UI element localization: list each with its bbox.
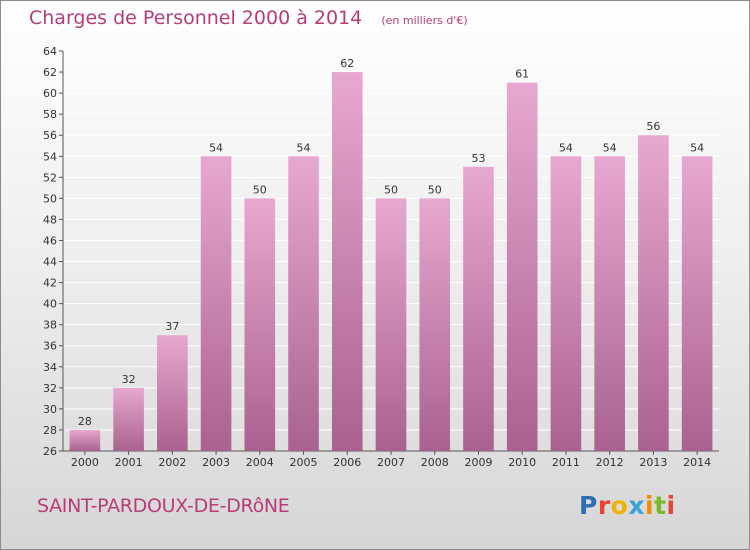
bar — [69, 429, 101, 451]
bar-value-label: 28 — [78, 415, 92, 428]
bar — [200, 156, 232, 451]
y-tick-label: 42 — [43, 277, 57, 290]
x-tick-label: 2007 — [377, 456, 405, 469]
logo-letter: t — [654, 491, 667, 520]
bar — [375, 198, 407, 451]
bar — [638, 135, 669, 452]
bar-value-label: 37 — [165, 320, 179, 333]
bar-value-label: 62 — [340, 57, 354, 70]
x-tick-label: 2002 — [158, 456, 186, 469]
bar — [331, 72, 363, 451]
bar-value-label: 54 — [603, 141, 617, 154]
bar — [463, 166, 494, 451]
y-tick-label: 44 — [43, 256, 57, 269]
bar — [594, 156, 625, 451]
x-tick-label: 2014 — [683, 456, 711, 469]
logo-letter: o — [610, 491, 629, 520]
title-row: Charges de Personnel 2000 à 2014 (en mil… — [29, 7, 468, 29]
y-tick-label: 38 — [43, 319, 57, 332]
y-tick-label: 32 — [43, 382, 57, 395]
x-tick-label: 2006 — [333, 456, 361, 469]
bar-value-label: 61 — [515, 68, 529, 81]
x-tick-label: 2010 — [508, 456, 536, 469]
commune-name: SAINT-PARDOUX-DE-DRôNE — [37, 495, 290, 517]
y-tick-label: 40 — [43, 298, 57, 311]
y-tick-label: 36 — [43, 340, 57, 353]
y-tick-label: 34 — [43, 361, 57, 374]
x-tick-label: 2009 — [464, 456, 492, 469]
x-tick-label: 2000 — [71, 456, 99, 469]
bar — [288, 156, 319, 451]
logo-letter: i — [666, 491, 676, 520]
x-tick-label: 2011 — [552, 456, 580, 469]
chart-subtitle: (en milliers d'€) — [381, 14, 468, 27]
y-tick-label: 52 — [43, 171, 57, 184]
bar — [419, 198, 451, 451]
bar — [157, 335, 188, 451]
bars — [69, 72, 713, 452]
x-tick-label: 2005 — [290, 456, 318, 469]
bar — [113, 387, 144, 451]
y-tick-label: 56 — [43, 129, 57, 142]
y-tick-label: 46 — [43, 234, 57, 247]
labels: 26 28 30 32 34 36 38 40 42 44 46 48 50 52 54 56 58 60 62 64… — [43, 45, 711, 469]
bar-value-label: 54 — [209, 141, 223, 154]
y-tick-label: 50 — [43, 192, 57, 205]
logo-letter: i — [645, 491, 655, 520]
y-tick-label: 54 — [43, 150, 57, 163]
logo-letter: x — [628, 491, 645, 520]
logo-letter: P — [579, 491, 598, 520]
proxiti-logo: Proxiti — [579, 491, 676, 520]
logo-letter: r — [597, 491, 611, 520]
bar-value-label: 32 — [122, 373, 136, 386]
y-tick-label: 62 — [43, 66, 57, 79]
y-tick-label: 26 — [43, 445, 57, 458]
bar-value-label: 54 — [690, 141, 704, 154]
x-tick-label: 2008 — [421, 456, 449, 469]
x-tick-label: 2003 — [202, 456, 230, 469]
bar-value-label: 56 — [646, 120, 660, 133]
x-tick-label: 2012 — [596, 456, 624, 469]
y-tick-label: 60 — [43, 87, 57, 100]
bar-value-label: 54 — [297, 141, 311, 154]
x-tick-label: 2001 — [115, 456, 143, 469]
y-tick-label: 28 — [43, 424, 57, 437]
chart-title: Charges de Personnel 2000 à 2014 — [29, 7, 363, 29]
bar-value-label: 50 — [428, 183, 442, 196]
bar — [506, 82, 538, 451]
bar-value-label: 54 — [559, 141, 573, 154]
y-tick-label: 64 — [43, 45, 57, 58]
x-tick-label: 2004 — [246, 456, 274, 469]
bar-value-label: 50 — [253, 183, 267, 196]
bar — [550, 156, 582, 451]
bar — [681, 156, 713, 451]
bar-value-label: 50 — [384, 183, 398, 196]
bar-value-label: 53 — [471, 152, 485, 165]
y-tick-label: 30 — [43, 403, 57, 416]
bar — [244, 198, 276, 451]
x-tick-label: 2013 — [639, 456, 667, 469]
y-tick-label: 58 — [43, 108, 57, 121]
y-tick-label: 48 — [43, 213, 57, 226]
